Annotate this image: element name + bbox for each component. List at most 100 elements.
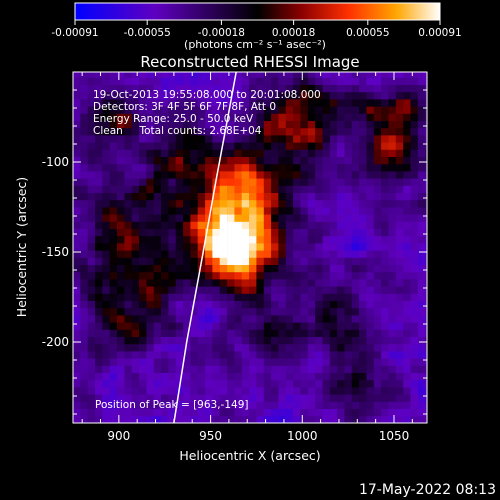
heatmap-cell bbox=[234, 77, 243, 85]
heatmap-cell bbox=[403, 394, 411, 402]
heatmap-cell bbox=[227, 149, 235, 157]
heatmap-cell bbox=[322, 142, 331, 150]
heatmap-cell bbox=[403, 142, 411, 150]
heatmap-cell bbox=[139, 336, 147, 345]
heatmap-cell bbox=[285, 156, 294, 165]
heatmap-cell bbox=[300, 279, 309, 287]
heatmap-cell bbox=[139, 315, 147, 323]
heatmap-cell bbox=[190, 243, 199, 251]
heatmap-cell bbox=[205, 315, 213, 323]
heatmap-cell bbox=[161, 387, 169, 395]
heatmap-cell bbox=[197, 214, 206, 222]
heatmap-cell bbox=[102, 120, 110, 129]
heatmap-cell bbox=[109, 250, 118, 258]
heatmap-cell bbox=[219, 315, 228, 323]
heatmap-cell bbox=[73, 336, 81, 345]
heatmap-cell bbox=[139, 358, 147, 366]
heatmap-cell bbox=[278, 415, 287, 423]
heatmap-cell bbox=[315, 293, 323, 301]
heatmap-cell bbox=[256, 358, 265, 366]
heatmap-cell bbox=[388, 156, 397, 165]
heatmap-cell bbox=[153, 185, 162, 193]
heatmap-cell bbox=[102, 286, 110, 294]
heatmap-cell bbox=[425, 228, 427, 237]
heatmap-cell bbox=[124, 387, 133, 395]
heatmap-cell bbox=[190, 127, 199, 136]
heatmap-cell bbox=[241, 293, 250, 301]
heatmap-cell bbox=[139, 293, 147, 301]
heatmap-cell bbox=[315, 135, 323, 143]
heatmap-cell bbox=[80, 120, 88, 129]
heatmap-cell bbox=[219, 106, 228, 114]
heatmap-cell bbox=[359, 106, 367, 114]
heatmap-cell bbox=[300, 113, 309, 121]
heatmap-cell bbox=[190, 163, 199, 172]
heatmap-cell bbox=[95, 271, 103, 280]
heatmap-cell bbox=[87, 387, 96, 395]
heatmap-cell bbox=[80, 271, 88, 280]
heatmap-cell bbox=[197, 149, 206, 157]
heatmap-cell bbox=[73, 293, 81, 301]
heatmap-cell bbox=[73, 387, 81, 395]
heatmap-cell bbox=[417, 91, 426, 100]
heatmap-cell bbox=[285, 329, 294, 337]
heatmap-cell bbox=[197, 163, 206, 172]
heatmap-cell bbox=[161, 77, 169, 85]
heatmap-cell bbox=[95, 372, 103, 381]
heatmap-cell bbox=[95, 228, 103, 237]
heatmap-cell bbox=[117, 84, 125, 93]
heatmap-cell bbox=[139, 142, 147, 150]
heatmap-cell bbox=[300, 286, 309, 294]
heatmap-cell bbox=[285, 120, 294, 129]
heatmap-cell bbox=[395, 315, 404, 323]
heatmap-cell bbox=[278, 358, 287, 366]
heatmap-cell bbox=[388, 142, 397, 150]
heatmap-cell bbox=[278, 379, 287, 388]
heatmap-cell bbox=[307, 214, 316, 222]
heatmap-cell bbox=[256, 250, 265, 258]
heatmap-cell bbox=[417, 257, 426, 265]
heatmap-cell bbox=[271, 106, 279, 114]
heatmap-cell bbox=[241, 271, 250, 280]
heatmap-cell bbox=[124, 113, 133, 121]
heatmap-cell bbox=[249, 163, 257, 172]
heatmap-cell bbox=[381, 387, 389, 395]
heatmap-cell bbox=[366, 250, 375, 258]
heatmap-cell bbox=[315, 408, 323, 417]
heatmap-cell bbox=[315, 415, 323, 423]
heatmap-cell bbox=[95, 286, 103, 294]
heatmap-cell bbox=[73, 271, 81, 280]
heatmap-cell bbox=[139, 199, 147, 208]
heatmap-cell bbox=[329, 127, 338, 136]
heatmap-cell bbox=[153, 163, 162, 172]
heatmap-cell bbox=[241, 120, 250, 129]
heatmap-cell bbox=[285, 315, 294, 323]
heatmap-cell bbox=[300, 142, 309, 150]
heatmap-cell bbox=[80, 149, 88, 157]
heatmap-cell bbox=[344, 365, 353, 373]
heatmap-cell bbox=[329, 415, 338, 423]
heatmap-cell bbox=[351, 142, 360, 150]
heatmap-cell bbox=[249, 300, 257, 309]
heatmap-cell bbox=[153, 192, 162, 201]
heatmap-cell bbox=[109, 120, 118, 129]
heatmap-cell bbox=[395, 307, 404, 316]
heatmap-cell bbox=[219, 322, 228, 330]
heatmap-cell bbox=[315, 279, 323, 287]
heatmap-cell bbox=[234, 264, 243, 273]
heatmap-cell bbox=[351, 99, 360, 107]
heatmap-cell bbox=[124, 185, 133, 193]
heatmap-cell bbox=[234, 401, 243, 409]
heatmap-cell bbox=[175, 394, 184, 402]
heatmap-cell bbox=[315, 250, 323, 258]
heatmap-cell bbox=[351, 77, 360, 85]
heatmap-cell bbox=[256, 300, 265, 309]
heatmap-cell bbox=[271, 127, 279, 136]
heatmap-cell bbox=[344, 387, 353, 395]
heatmap-cell bbox=[73, 135, 81, 143]
heatmap-cell bbox=[227, 271, 235, 280]
heatmap-cell bbox=[417, 408, 426, 417]
heatmap-cell bbox=[395, 178, 404, 186]
heatmap-cell bbox=[153, 408, 162, 417]
heatmap-cell bbox=[146, 99, 155, 107]
